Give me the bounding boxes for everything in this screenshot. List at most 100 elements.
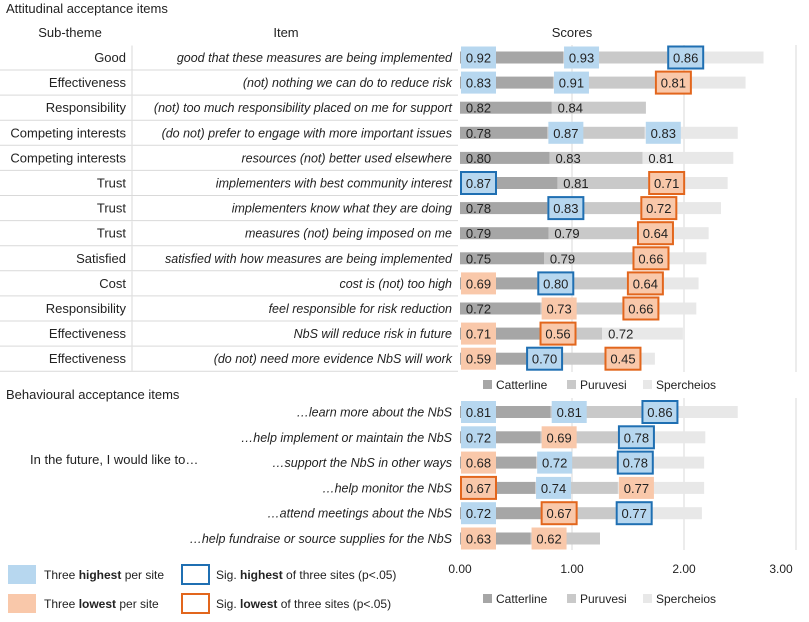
legend-label-catterline-top: Catterline: [496, 378, 548, 392]
bar-puruvesi: [548, 227, 637, 240]
attitudinal-row-4: Competing interests resources (not) bette…: [0, 145, 734, 171]
subtheme-label: Good: [94, 50, 126, 65]
item-label: (do not) prefer to engage with more impo…: [162, 126, 452, 140]
legend-sig-highest-text: Sig. highest of three sites (p<.05): [216, 568, 396, 582]
highest-highlight: [461, 71, 496, 94]
sig-lowest-border: [632, 246, 670, 271]
value-label-puruvesi: 0.91: [559, 76, 584, 91]
header-scores: Scores: [552, 25, 593, 40]
sig-lowest-border: [654, 70, 692, 95]
legend-highest-text: Three highest per site: [44, 568, 164, 582]
value-label-puruvesi: 0.83: [555, 151, 580, 166]
legend-swatch-catterline-bottom: [483, 594, 492, 603]
series-legend-top: Catterline Puruvesi Spercheios: [483, 378, 716, 392]
sig-lowest-border: [640, 196, 678, 221]
item-label: implementers with best community interes…: [216, 177, 453, 191]
highest-highlight: [461, 401, 496, 423]
lowest-highlight: [540, 322, 576, 345]
lowest-highlight: [623, 297, 659, 320]
highest-highlight: [461, 172, 496, 194]
legend-lowest-swatch: [8, 594, 36, 613]
value-label-catterline: 0.78: [466, 201, 491, 216]
value-label-spercheios: 0.66: [628, 302, 653, 317]
grid-lines: [571, 45, 797, 550]
item-label: measures (not) being imposed on me: [245, 227, 452, 241]
attitudinal-row-7: Trust measures (not) being imposed on me 0…: [0, 221, 709, 247]
sig-lowest-border: [460, 475, 497, 500]
sig-highest-border: [537, 271, 575, 296]
value-label-catterline: 0.72: [466, 430, 491, 445]
highest-highlight: [617, 451, 653, 474]
attitudinal-row-8: Satisfied satisfied with how measures are…: [0, 246, 707, 272]
value-label-puruvesi: 0.72: [542, 456, 567, 471]
item-label: NbS will reduce risk in future: [294, 327, 452, 341]
item-label: feel responsible for risk reduction: [269, 302, 452, 316]
value-label-puruvesi: 0.87: [553, 126, 578, 141]
value-label-puruvesi: 0.73: [546, 302, 571, 317]
subtheme-label: Cost: [99, 276, 126, 291]
value-label-catterline: 0.80: [466, 151, 491, 166]
highest-highlight: [538, 272, 574, 295]
sig-lowest-border: [539, 321, 577, 346]
legend-label-puruvesi-top: Puruvesi: [580, 378, 627, 392]
bar-catterline: [460, 126, 548, 139]
sig-lowest-border: [636, 221, 674, 246]
highest-highlight: [548, 121, 584, 144]
lowest-highlight: [641, 197, 677, 220]
legend-swatch-spercheios-bottom: [643, 594, 652, 603]
subtheme-label: Effectiveness: [49, 326, 127, 341]
legend-swatch-puruvesi-top: [567, 380, 576, 389]
attitudinal-row-1: Effectiveness (not) nothing we can do to …: [0, 70, 746, 96]
highest-highlight: [616, 502, 652, 525]
value-label-puruvesi: 0.62: [536, 532, 561, 547]
value-label-puruvesi: 0.81: [557, 405, 582, 420]
legend-sig-lowest-text: Sig. lowest of three sites (p<.05): [216, 597, 391, 611]
sig-lowest-border: [626, 271, 664, 296]
lowest-highlight: [461, 272, 496, 295]
lowest-highlight: [461, 451, 496, 474]
lowest-highlight: [649, 172, 685, 194]
value-label-catterline: 0.69: [466, 276, 491, 291]
value-label-puruvesi: 0.81: [563, 176, 588, 191]
bar-puruvesi: [544, 252, 633, 265]
sig-highest-border: [547, 196, 585, 221]
bar-spercheios: [602, 327, 683, 340]
lowest-highlight: [627, 272, 663, 295]
highest-highlight: [618, 426, 654, 449]
subtheme-label: Effectiveness: [49, 351, 127, 366]
item-label: resources (not) better used elsewhere: [241, 151, 452, 165]
highest-highlight: [642, 401, 678, 423]
item-label: (not) nothing we can do to reduce risk: [243, 76, 453, 90]
sig-highest-border: [616, 450, 654, 475]
lowest-highlight: [461, 347, 496, 370]
legend-sig-lowest-swatch: [181, 593, 210, 614]
value-label-catterline: 0.82: [466, 101, 491, 116]
item-label: …help implement or maintain the NbS: [241, 431, 453, 445]
subtheme-label: Trust: [97, 201, 127, 216]
lowest-highlight: [541, 426, 577, 449]
series-legend-bottom: Catterline Puruvesi Spercheios: [483, 592, 716, 606]
lowest-highlight: [531, 527, 567, 550]
bar-spercheios: [642, 151, 734, 164]
header-item: Item: [273, 25, 298, 40]
sig-highest-border: [667, 45, 705, 70]
value-label-catterline: 0.87: [466, 176, 491, 191]
legend-label-spercheios-top: Spercheios: [656, 378, 716, 392]
highest-highlight: [553, 71, 589, 94]
attitudinal-row-6: Trust implementers know what they are doi…: [0, 196, 721, 222]
subtheme-label: Trust: [97, 226, 127, 241]
highlight-legend: Three highest per site Three lowest per …: [8, 564, 396, 614]
sig-lowest-border: [604, 346, 642, 371]
value-label-catterline: 0.72: [466, 302, 491, 317]
value-label-spercheios: 0.71: [654, 176, 679, 191]
behavioural-row-3: …help monitor the NbS 0.67 0.74 0.77: [322, 475, 705, 500]
highest-highlight: [551, 401, 587, 423]
attitudinal-row-2: Responsibility (not) too much responsibil…: [0, 95, 646, 121]
value-label-spercheios: 0.77: [622, 506, 647, 521]
lowest-highlight: [637, 222, 673, 245]
behavioural-row-1: …help implement or maintain the NbS 0.72 0…: [241, 425, 706, 450]
highest-highlight: [461, 502, 496, 525]
legend-label-spercheios-bottom: Spercheios: [656, 592, 716, 606]
value-label-spercheios: 0.64: [643, 226, 668, 241]
